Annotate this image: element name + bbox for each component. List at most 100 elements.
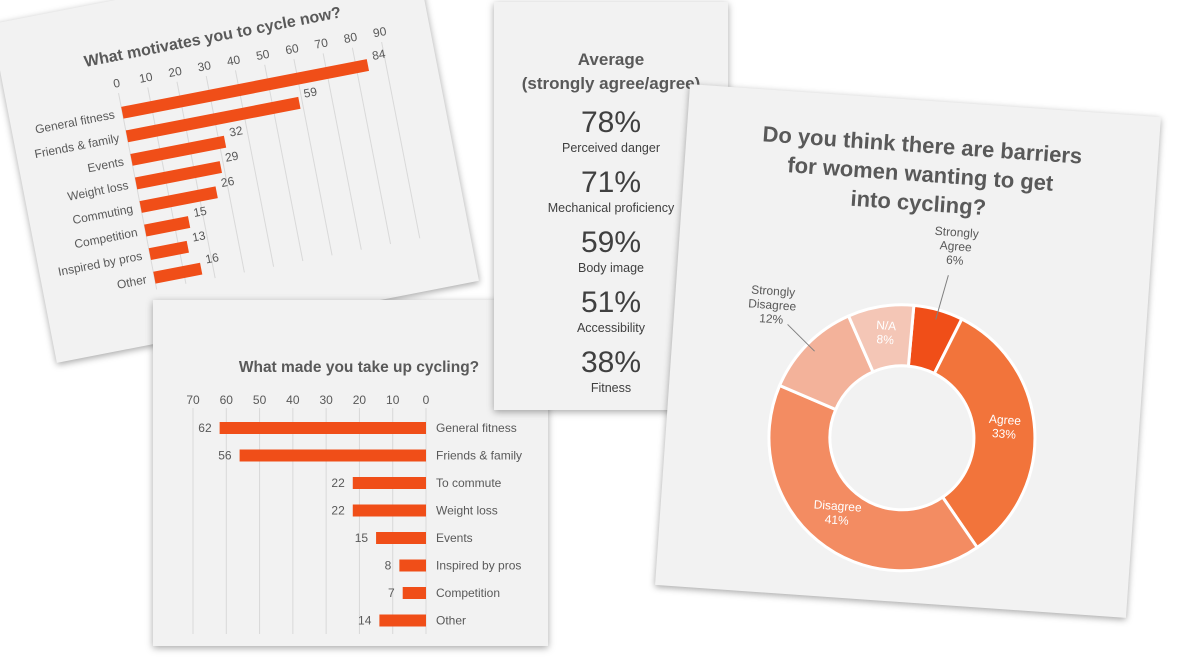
donut-slice: [846, 303, 916, 374]
average-title: Average (strongly agree/agree): [494, 48, 728, 96]
category-label: General fitness: [436, 421, 517, 435]
bar: [352, 477, 426, 489]
category-label: Competition: [436, 586, 500, 600]
data-label: 26: [220, 174, 236, 190]
x-tick-label: 70: [313, 35, 329, 51]
slice-label-text: Disagree: [748, 296, 797, 313]
bar: [139, 186, 218, 213]
slice-label: N/A8%: [876, 318, 897, 347]
gridline: [381, 41, 421, 239]
data-label: 59: [302, 84, 318, 100]
slice-value-label: 41%: [824, 512, 849, 528]
gridline: [234, 70, 275, 267]
chart-title: into cycling?: [850, 186, 987, 220]
slice-value-label: 6%: [946, 253, 965, 268]
x-tick-label: 40: [226, 52, 242, 68]
data-label: 32: [228, 123, 244, 139]
data-label: 8: [385, 559, 392, 573]
chart-title: What motivates you to cycle now?: [83, 4, 343, 71]
donut-slice: [932, 317, 1037, 550]
category-label: To commute: [436, 476, 502, 490]
bar: [134, 161, 223, 190]
barriers-chart-card: Do you think there are barriers for women…: [655, 84, 1161, 618]
takeup-bar-chart: What made you take up cycling?70 60 50 40 30…: [186, 359, 522, 634]
average-row: 71% Mechanical proficiency: [494, 166, 728, 216]
x-tick-label: 10: [138, 69, 154, 85]
bar: [379, 614, 426, 627]
category-label: Events: [436, 531, 473, 545]
x-tick-label: 90: [372, 24, 388, 40]
x-tick-label: 60: [284, 41, 300, 57]
gridline: [264, 64, 304, 262]
average-label: Accessibility: [576, 321, 646, 335]
x-tick-label: 30: [319, 393, 333, 407]
data-label: 15: [192, 204, 208, 220]
category-label: Commuting: [71, 202, 134, 227]
x-tick-label: 50: [253, 393, 267, 407]
takeup-chart-card: What made you take up cycling? 70 60 50 40 30…: [153, 300, 548, 646]
category-label: Other: [436, 614, 466, 628]
average-percent: 38%: [580, 346, 642, 379]
leader-line: [935, 275, 949, 320]
gridline: [322, 53, 362, 250]
x-tick-label: 20: [167, 64, 183, 80]
x-tick-label: 40: [286, 393, 300, 407]
bar: [352, 504, 426, 517]
x-tick-label: 80: [343, 30, 359, 46]
slice-label-text: Strongly: [751, 282, 796, 299]
slice-label-text: N/A: [876, 318, 897, 333]
slice-value-label: 8%: [876, 332, 895, 347]
data-label: 29: [224, 148, 240, 164]
gridline: [351, 47, 392, 245]
data-label: 56: [218, 449, 232, 463]
x-tick-label: 0: [112, 76, 122, 91]
category-label: Weight loss: [436, 504, 498, 518]
x-tick-label: 0: [423, 393, 430, 407]
category-label: Weight loss: [66, 178, 129, 204]
average-label: Mechanical proficiency: [547, 201, 675, 215]
bar: [125, 96, 301, 143]
category-label: General fitness: [34, 107, 116, 136]
bar: [219, 422, 426, 434]
leader-line: [787, 324, 815, 352]
x-tick-label: 20: [353, 393, 367, 407]
average-title-line: Average: [577, 50, 645, 69]
gridline: [176, 81, 216, 279]
average-percent: 71%: [580, 166, 642, 199]
category-label: Inspired by pros: [436, 559, 521, 573]
average-row: 78% Perceived danger: [494, 106, 728, 156]
bar: [130, 135, 227, 166]
category-label: Friends & family: [436, 449, 522, 463]
bar: [153, 262, 203, 284]
slice-label-text: Disagree: [813, 497, 862, 514]
data-label: 22: [331, 504, 345, 518]
data-label: 14: [358, 614, 372, 628]
slice-value-label: 12%: [759, 311, 784, 327]
gridline: [293, 58, 333, 256]
chart-title: What made you take up cycling?: [239, 359, 479, 376]
x-tick-label: 50: [255, 47, 271, 63]
category-label: Events: [86, 155, 125, 176]
data-label: 62: [198, 421, 212, 435]
bar: [402, 587, 426, 599]
average-row: 59% Body image: [494, 226, 728, 276]
bar: [144, 216, 191, 237]
average-percent: 59%: [580, 226, 642, 259]
average-percent: 51%: [580, 286, 642, 319]
bar: [121, 59, 370, 119]
average-label: Fitness: [590, 381, 632, 395]
average-list: 78% Perceived danger 71% Mechanical profici…: [494, 106, 728, 396]
data-label: 13: [191, 228, 207, 244]
donut-slice: [767, 383, 980, 573]
data-label: 84: [371, 47, 387, 63]
bar: [148, 240, 189, 261]
x-tick-label: 60: [220, 393, 234, 407]
slice-label-text: Agree: [939, 238, 972, 254]
average-label: Perceived danger: [562, 141, 660, 155]
slice-value-label: 33%: [992, 426, 1017, 442]
motivates-chart-card: What motivates you to cycle now? 0 10 20 30 4…: [0, 0, 479, 363]
slice-label-text: Strongly: [934, 224, 979, 241]
